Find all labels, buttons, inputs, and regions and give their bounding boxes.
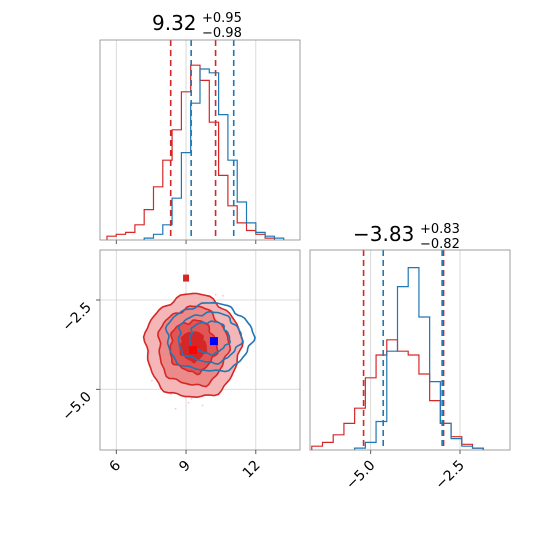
hist1-red-hist <box>106 64 276 240</box>
red-outlier-mark <box>183 274 190 282</box>
histogram-param2-panel <box>309 249 511 454</box>
title-param2-minus: −0.82 <box>420 237 460 252</box>
blue-contour-level-2 <box>188 320 232 357</box>
joint-scatter-point <box>222 294 224 297</box>
joint-contour-panel <box>96 249 301 454</box>
title-param1: 9.32 +0.95 −0.98 <box>152 11 242 41</box>
title-param1-value: 9.32 <box>152 11 197 35</box>
hist1-frame <box>99 39 301 241</box>
joint-scatter-point <box>214 293 217 296</box>
title-param2: −3.83 +0.83 −0.82 <box>353 222 460 252</box>
joint-scatter-point <box>190 398 193 400</box>
blue-truth-marker <box>209 337 218 346</box>
title-param1-minus: −0.98 <box>202 26 242 41</box>
joint-xtick-label-2: 12 <box>240 458 264 482</box>
hist2-blue-hist <box>354 267 484 450</box>
title-param2-value: −3.83 <box>353 222 414 246</box>
blue-contour-level-0 <box>164 301 256 373</box>
histogram-param1-panel <box>99 39 301 244</box>
joint-xtick-label-1: 9 <box>176 458 194 476</box>
joint-scatter-point <box>201 404 204 407</box>
title-param1-plus: +0.95 <box>202 11 242 26</box>
hist1-blue-hist <box>143 68 285 240</box>
tick-labels: 6 9 12 −2.5 −5.0 −5.0 −2.5 <box>59 300 467 493</box>
joint-scatter-point <box>187 401 190 404</box>
joint-scatter-point <box>151 379 153 382</box>
title-param2-plus: +0.83 <box>420 222 460 237</box>
joint-frame <box>99 249 301 451</box>
joint-scatter-point <box>170 393 172 395</box>
red-truth-marker <box>189 346 198 354</box>
joint-ytick-label-0: −2.5 <box>59 300 94 335</box>
hist2-red-hist <box>311 339 484 450</box>
hist2-xtick-label-1: −2.5 <box>432 458 467 493</box>
joint-xtick-label-0: 6 <box>106 457 124 475</box>
hist2-xtick-label-0: −5.0 <box>343 458 378 493</box>
blue-contour-level-1 <box>177 310 244 365</box>
joint-ytick-label-1: −5.0 <box>59 389 94 424</box>
hist2-frame <box>309 249 511 451</box>
joint-scatter-point <box>174 407 177 410</box>
